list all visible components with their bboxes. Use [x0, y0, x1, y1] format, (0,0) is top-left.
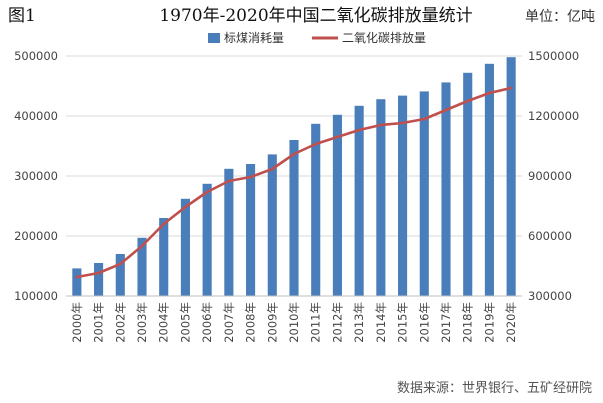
bar — [419, 91, 429, 297]
x-tick-label: 2013年 — [352, 302, 366, 343]
bar — [137, 237, 147, 296]
y-left-tick-label: 100000 — [14, 289, 58, 303]
bar — [463, 72, 473, 296]
x-tick-label: 2005年 — [178, 302, 192, 343]
x-tick-label: 2000年 — [70, 302, 84, 343]
y-right-tick-label: 900000 — [528, 169, 572, 183]
series-line — [75, 86, 513, 279]
y-right-tick-label: 300000 — [528, 289, 572, 303]
y-right-tick-label: 600000 — [528, 229, 572, 243]
x-tick-label: 2010年 — [287, 302, 301, 343]
bar — [441, 82, 451, 297]
y-left-tick-label: 400000 — [14, 109, 58, 123]
x-tick-label: 2001年 — [92, 302, 106, 343]
bar-series — [72, 57, 516, 297]
y-left-tick-label: 500000 — [14, 49, 58, 63]
bar — [224, 168, 234, 296]
x-tick-label: 2004年 — [157, 302, 171, 343]
y-left-tick-label: 300000 — [14, 169, 58, 183]
x-tick-label: 2014年 — [374, 302, 388, 343]
bar — [94, 263, 104, 296]
bar — [115, 254, 125, 296]
y-axis-right: 300000 600000 900000 1200000 1500000 — [528, 49, 579, 303]
x-tick-label: 2018年 — [461, 302, 475, 343]
bar — [332, 114, 342, 296]
x-tick-label: 2002年 — [113, 302, 127, 343]
x-axis: 2000年 2001年 2002年 2003年 2004年 2005年 2006年 2007年… — [66, 295, 522, 343]
bar — [159, 218, 169, 296]
bar — [180, 198, 190, 296]
x-tick-label: 2008年 — [244, 302, 258, 343]
bar — [72, 268, 82, 296]
legend: 标煤消耗量 二氧化碳排放量 — [208, 30, 426, 45]
x-tick-label: 2019年 — [482, 302, 496, 343]
x-tick-label: 2012年 — [330, 302, 344, 343]
legend-label-line: 二氧化碳排放量 — [342, 30, 426, 45]
x-tick-label: 2011年 — [309, 302, 323, 343]
x-tick-label: 2017年 — [439, 302, 453, 343]
x-tick-label: 2015年 — [396, 302, 410, 343]
bar — [246, 164, 256, 296]
x-tick-label: 2009年 — [265, 302, 279, 343]
bar — [354, 105, 364, 296]
y-axis-left: 100000 200000 300000 400000 500000 — [14, 49, 58, 303]
x-tick-label: 2003年 — [135, 302, 149, 343]
figure-label: 图1 — [8, 6, 36, 26]
unit-label: 单位：亿吨 — [525, 9, 595, 25]
bar — [202, 183, 212, 296]
y-right-tick-label: 1500000 — [528, 49, 579, 63]
bar — [484, 63, 494, 296]
bar — [398, 95, 408, 296]
chart-title: 1970年-2020年中国二氧化碳排放量统计 — [159, 6, 472, 26]
legend-label-bar: 标煤消耗量 — [224, 31, 284, 45]
x-tick-label: 2007年 — [222, 302, 236, 343]
source-note: 数据来源：世界银行、五矿经研院 — [397, 381, 592, 396]
bar — [289, 140, 299, 296]
bar — [506, 57, 516, 297]
x-tick-label: 2016年 — [417, 302, 431, 343]
y-right-tick-label: 1200000 — [528, 109, 579, 123]
y-left-tick-label: 200000 — [14, 229, 58, 243]
bar — [311, 123, 321, 296]
bar — [376, 99, 386, 296]
legend-swatch-bar — [208, 33, 220, 43]
x-tick-label: 2006年 — [200, 302, 214, 343]
bar — [267, 154, 277, 296]
x-tick-label: 2020年 — [504, 302, 518, 343]
line-series — [75, 86, 513, 279]
